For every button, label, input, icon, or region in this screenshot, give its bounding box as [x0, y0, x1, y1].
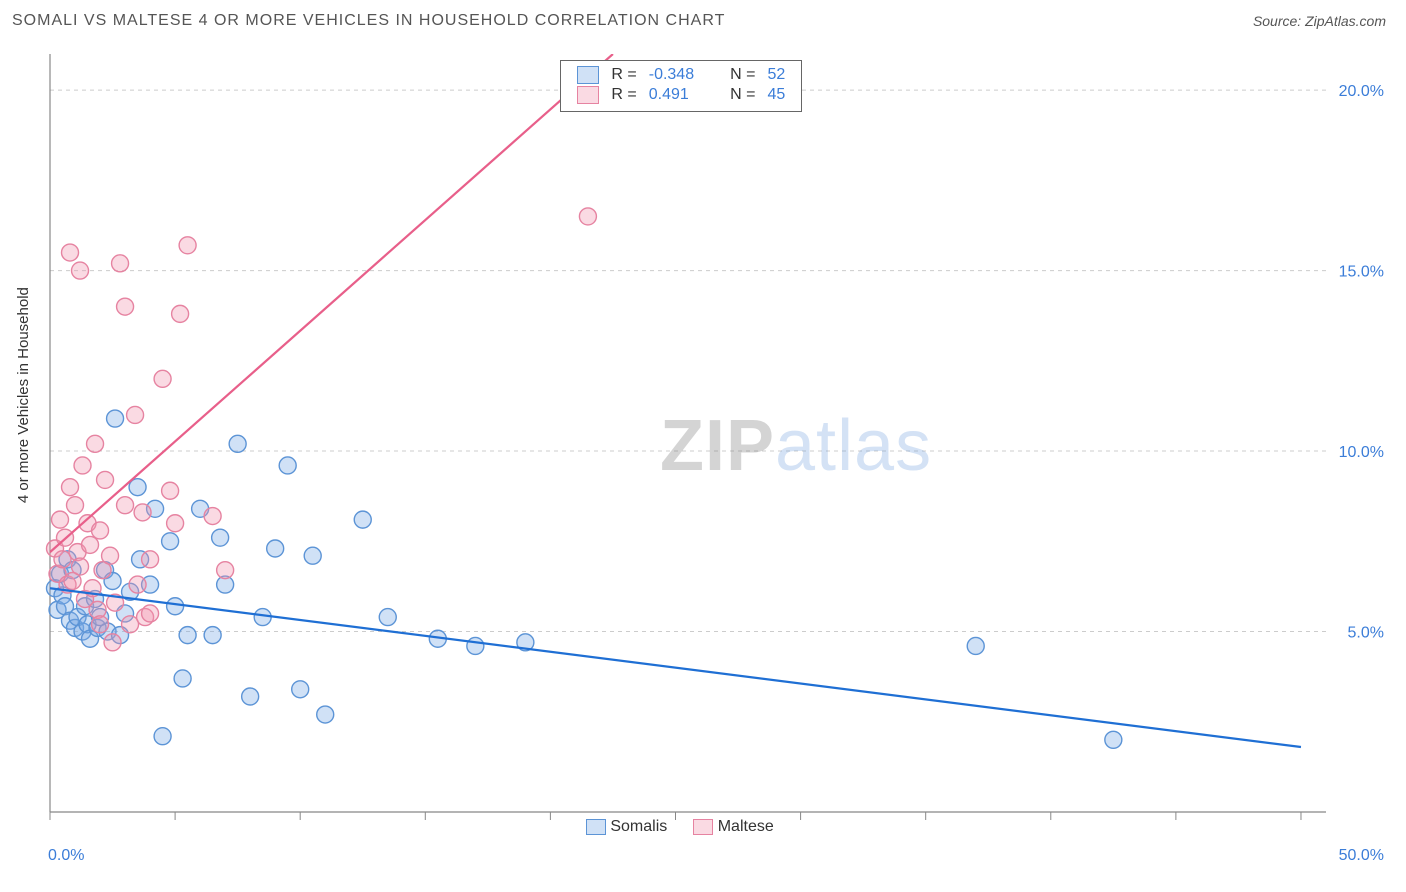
- svg-text:10.0%: 10.0%: [1339, 444, 1384, 461]
- swatch-somalis: [577, 66, 599, 84]
- svg-text:5.0%: 5.0%: [1348, 625, 1384, 642]
- n-label: N =: [724, 85, 761, 105]
- svg-text:15.0%: 15.0%: [1339, 264, 1384, 281]
- r-value-maltese: 0.491: [643, 85, 700, 105]
- stats-row-maltese: R = 0.491 N = 45: [571, 85, 791, 105]
- swatch-somalis: [586, 819, 606, 835]
- r-label: R =: [605, 85, 642, 105]
- header-bar: SOMALI VS MALTESE 4 OR MORE VEHICLES IN …: [0, 0, 1406, 42]
- legend-label-somalis: Somalis: [610, 818, 667, 835]
- r-label: R =: [605, 65, 642, 85]
- chart-title: SOMALI VS MALTESE 4 OR MORE VEHICLES IN …: [12, 12, 725, 30]
- swatch-maltese: [693, 819, 713, 835]
- legend-item-maltese: Maltese: [693, 818, 773, 836]
- legend-item-somalis: Somalis: [586, 818, 667, 836]
- legend-label-maltese: Maltese: [718, 818, 774, 835]
- stats-legend: R = -0.348 N = 52 R = 0.491 N = 45: [560, 60, 802, 112]
- swatch-maltese: [577, 86, 599, 104]
- svg-text:4 or more Vehicles in Househol: 4 or more Vehicles in Household: [15, 287, 32, 503]
- stats-row-somalis: R = -0.348 N = 52: [571, 65, 791, 85]
- correlation-scatter-chart: 5.0% 10.0% 15.0% 20.0% 0.0% 50.0% 4 or more Ve…: [10, 42, 1396, 882]
- r-value-somalis: -0.348: [643, 65, 700, 85]
- svg-text:20.0%: 20.0%: [1339, 83, 1384, 100]
- svg-text:0.0%: 0.0%: [48, 847, 84, 864]
- chart-area: 5.0% 10.0% 15.0% 20.0% 0.0% 50.0% 4 or more Ve…: [10, 42, 1396, 882]
- svg-text:50.0%: 50.0%: [1339, 847, 1384, 864]
- series-legend: Somalis Maltese: [586, 818, 774, 836]
- n-value-maltese: 45: [761, 85, 791, 105]
- source-credit: Source: ZipAtlas.com: [1253, 13, 1386, 29]
- n-label: N =: [724, 65, 761, 85]
- n-value-somalis: 52: [761, 65, 791, 85]
